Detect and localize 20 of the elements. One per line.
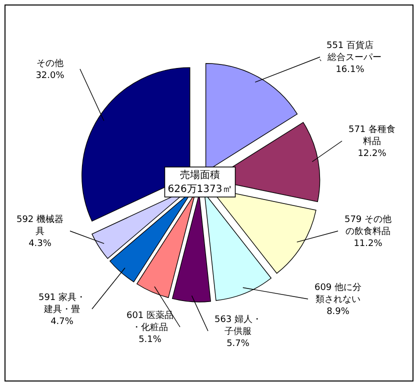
data-label: 4.7% xyxy=(50,317,74,327)
data-label: 5.1% xyxy=(138,335,162,345)
slice-label: 579 その他の飲食料品 xyxy=(344,214,392,237)
slice-label: 609 他に分類されない xyxy=(314,282,362,305)
data-label: 16.1% xyxy=(336,65,365,75)
slice-label: 592 機械器具 xyxy=(16,214,64,237)
data-label: 11.2% xyxy=(354,239,383,249)
data-label: 4.3% xyxy=(28,239,52,249)
slice-label: 571 各種食料品 xyxy=(348,124,396,147)
slice-label: 563 婦人・子供服 xyxy=(214,314,262,337)
slice-label: 551 百貨店、総合スーパー xyxy=(318,40,382,63)
data-label: 8.9% xyxy=(326,307,350,317)
data-label: 12.2% xyxy=(358,149,387,159)
data-label: 5.7% xyxy=(226,339,250,349)
slice-label: その他 xyxy=(36,58,64,69)
text: 626万1373㎡ xyxy=(168,184,232,195)
data-label: 32.0% xyxy=(36,71,65,81)
slice-label: 601 医薬品・化粧品 xyxy=(126,310,174,333)
text: 売場面積 xyxy=(180,169,220,181)
slice-label: 591 家具・建具・畳 xyxy=(38,292,86,315)
